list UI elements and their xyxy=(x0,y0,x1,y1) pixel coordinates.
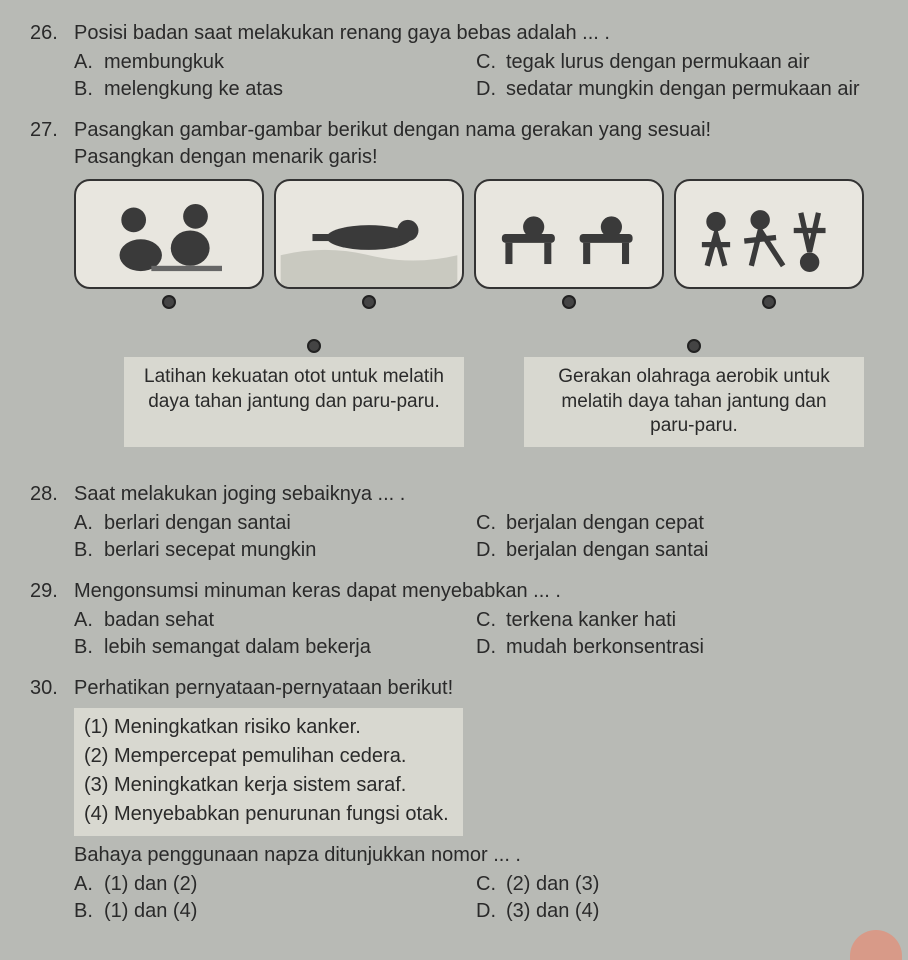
q29-number: 29. xyxy=(30,578,74,661)
q27-stem-line2: Pasangkan dengan menarik garis! xyxy=(74,144,884,171)
thumb-edge xyxy=(850,930,902,960)
q30-stmt-2: (2) Mempercepat pemulihan cedera. xyxy=(84,743,449,770)
q30-stmt-4: (4) Menyebabkan penurunan fungsi otak. xyxy=(84,801,449,828)
question-27: 27. Pasangkan gambar-gambar berikut deng… xyxy=(30,117,878,467)
q26-option-d[interactable]: D.sedatar mungkin dengan permukaan air xyxy=(476,76,878,103)
q26-option-c[interactable]: C.tegak lurus dengan permukaan air xyxy=(476,49,878,76)
q29-option-d[interactable]: D.mudah berkonsentrasi xyxy=(476,634,878,661)
q27-textbox-dots xyxy=(124,339,884,353)
q28-option-a[interactable]: A.berlari dengan santai xyxy=(74,510,476,537)
q26-option-b[interactable]: B.melengkung ke atas xyxy=(74,76,476,103)
match-dot-icon[interactable] xyxy=(307,339,321,353)
question-26: 26. Posisi badan saat melakukan renang g… xyxy=(30,20,878,103)
q27-image-row xyxy=(74,179,884,289)
question-28: 28. Saat melakukan joging sebaiknya ... … xyxy=(30,481,878,564)
q30-option-d[interactable]: D.(3) dan (4) xyxy=(476,898,878,925)
match-dot-icon[interactable] xyxy=(162,295,176,309)
q28-stem: Saat melakukan joging sebaiknya ... . xyxy=(74,481,878,508)
question-30: 30. Perhatikan pernyataan-pernyataan ber… xyxy=(30,675,878,925)
q28-option-b[interactable]: B.berlari secepat mungkin xyxy=(74,537,476,564)
match-dot-icon[interactable] xyxy=(562,295,576,309)
q27-stem-line1: Pasangkan gambar-gambar berikut dengan n… xyxy=(74,117,884,144)
q27-image-cartwheel[interactable] xyxy=(674,179,864,289)
q30-stmt-3: (3) Meningkatkan kerja sistem saraf. xyxy=(84,772,449,799)
q29-option-b[interactable]: B.lebih semangat dalam bekerja xyxy=(74,634,476,661)
q26-stem: Posisi badan saat melakukan renang gaya … xyxy=(74,20,878,47)
q26-option-a[interactable]: A.membungkuk xyxy=(74,49,476,76)
q30-statements-box: (1) Meningkatkan risiko kanker. (2) Memp… xyxy=(74,708,463,836)
q29-option-a[interactable]: A.badan sehat xyxy=(74,607,476,634)
q27-match-box-left[interactable]: Latihan kekuatan otot untuk melatih daya… xyxy=(124,357,464,447)
q26-number: 26. xyxy=(30,20,74,103)
match-dot-icon[interactable] xyxy=(687,339,701,353)
q30-stmt-1: (1) Meningkatkan risiko kanker. xyxy=(84,714,449,741)
q30-substem: Bahaya penggunaan napza ditunjukkan nomo… xyxy=(74,842,878,869)
q30-stem: Perhatikan pernyataan-pernyataan berikut… xyxy=(74,675,878,702)
q28-option-d[interactable]: D.berjalan dengan santai xyxy=(476,537,878,564)
q30-number: 30. xyxy=(30,675,74,925)
q27-image-situp[interactable] xyxy=(74,179,264,289)
q28-number: 28. xyxy=(30,481,74,564)
q28-option-c[interactable]: C.berjalan dengan cepat xyxy=(476,510,878,537)
q27-number: 27. xyxy=(30,117,74,467)
match-dot-icon[interactable] xyxy=(362,295,376,309)
q27-match-box-right[interactable]: Gerakan olahraga aerobik untuk melatih d… xyxy=(524,357,864,447)
question-29: 29. Mengonsumsi minuman keras dapat meny… xyxy=(30,578,878,661)
q29-option-c[interactable]: C.terkena kanker hati xyxy=(476,607,878,634)
q27-image-dots xyxy=(74,295,884,309)
q27-image-pushup[interactable] xyxy=(474,179,664,289)
q27-image-swim[interactable] xyxy=(274,179,464,289)
match-dot-icon[interactable] xyxy=(762,295,776,309)
q30-option-c[interactable]: C.(2) dan (3) xyxy=(476,871,878,898)
q30-option-a[interactable]: A.(1) dan (2) xyxy=(74,871,476,898)
q29-stem: Mengonsumsi minuman keras dapat menyebab… xyxy=(74,578,878,605)
q30-option-b[interactable]: B.(1) dan (4) xyxy=(74,898,476,925)
